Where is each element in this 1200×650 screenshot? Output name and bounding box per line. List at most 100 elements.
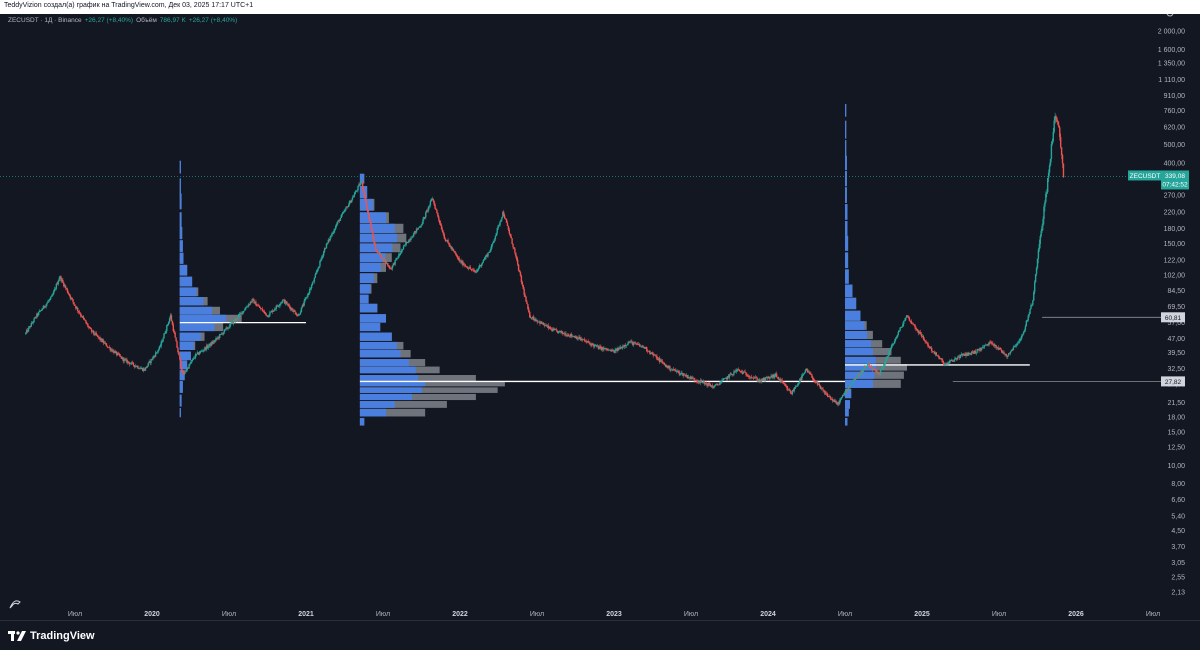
candle-body [27, 327, 30, 332]
candle-body [633, 342, 636, 344]
candle-body [959, 354, 962, 359]
price-level-value: 27,82 [1165, 379, 1182, 386]
volume-profile-row-blue [359, 332, 392, 341]
candle-body [969, 353, 971, 355]
candle-body [878, 373, 880, 375]
candle-body [726, 376, 729, 380]
volume-profile-row-blue [179, 408, 181, 418]
candle-body [658, 358, 661, 363]
candle-body [355, 190, 357, 192]
candle-body [147, 362, 149, 366]
candle-body [890, 348, 892, 351]
candle-body [789, 390, 792, 394]
candle-body [389, 268, 392, 270]
time-axis-year: 2021 [298, 611, 314, 618]
replay-icon[interactable] [9, 600, 21, 609]
candle-body [875, 370, 877, 373]
candle-body [448, 242, 450, 245]
price-level-tag[interactable] [1161, 376, 1185, 387]
candle-body [972, 352, 975, 354]
candle-body [210, 342, 213, 346]
candle-body [471, 269, 473, 271]
candle-body [713, 385, 716, 387]
candle-body [136, 366, 138, 367]
price-axis-tick: 2,55 [1171, 575, 1185, 582]
volume-profile-row-blue [359, 366, 416, 374]
volume-profile-row-blue [359, 273, 374, 284]
volume-profile-row-blue [845, 348, 873, 356]
candle-body [86, 323, 88, 325]
candle-body [1038, 244, 1041, 250]
candle-body [309, 288, 311, 294]
volume-profile-row-blue [179, 370, 185, 381]
candle-body [841, 394, 844, 398]
candle-body [944, 363, 947, 365]
tradingview-brand[interactable]: TradingView [8, 630, 95, 642]
candle-body [732, 374, 734, 375]
candle-body [629, 342, 631, 344]
candle-body [832, 400, 834, 401]
candle-body [579, 336, 581, 340]
candle-body [29, 326, 32, 328]
candle-body [493, 239, 496, 241]
candle-body [749, 376, 751, 378]
candle-body [681, 372, 683, 374]
candle-body [1052, 131, 1054, 142]
candle-body [207, 345, 210, 348]
candle-body [952, 361, 954, 362]
volume-profile-row-blue [359, 387, 422, 393]
candle-body [699, 380, 702, 383]
candle-body [814, 380, 816, 382]
candle-body [688, 376, 691, 378]
legend-symbol[interactable]: ZECUSDT · 1Д · Binance [8, 17, 82, 24]
last-price-symbol-tag[interactable] [1128, 170, 1162, 181]
price-level-tag[interactable] [1161, 312, 1185, 323]
candle-body [667, 365, 669, 369]
candle-body [324, 248, 327, 250]
last-price-value-tag[interactable] [1161, 170, 1189, 190]
candle-body [256, 305, 258, 307]
candle-body [911, 323, 913, 325]
candle-body [35, 317, 37, 318]
chart-area[interactable]: 2 000,00 1 600,00 1 350,00 1 110,00 910,00 76… [0, 14, 1200, 620]
candle-body [349, 200, 352, 203]
candle-body [554, 329, 556, 331]
price-axis-tick: 220,00 [1164, 209, 1186, 216]
candle-body [945, 363, 948, 365]
candle-body [951, 359, 953, 362]
candle-body [680, 372, 682, 375]
candle-body [426, 210, 429, 212]
candle-body [182, 372, 185, 375]
candle-body [268, 315, 270, 317]
candle-body [685, 375, 688, 377]
candle-body [424, 217, 426, 218]
volume-profile-row-blue [359, 341, 397, 350]
candle-body [800, 378, 802, 381]
candle-body [902, 323, 904, 327]
volume-profile-row-blue [845, 252, 849, 269]
candle-body [251, 298, 253, 302]
candle-body [719, 382, 721, 385]
volume-profile-row-blue [359, 401, 395, 408]
candle-body [894, 338, 897, 342]
candle-body [433, 201, 435, 205]
candle-body [741, 371, 744, 374]
candle-body [485, 255, 487, 258]
candle-body [202, 350, 204, 352]
candle-body [961, 354, 963, 356]
time-axis-month: Июл [838, 611, 852, 618]
price-chart-svg[interactable]: 2 000,00 1 600,00 1 350,00 1 110,00 910,00 76… [0, 14, 1200, 620]
symbol-legend[interactable]: ZECUSDT · 1Д · Binance +26,27 (+8,40%) О… [8, 17, 237, 24]
candle-body [922, 335, 925, 339]
candle-body [219, 334, 221, 338]
candle-body [830, 398, 833, 400]
candle-body [708, 383, 710, 385]
candle-body [679, 374, 681, 375]
candle-body [59, 276, 61, 279]
settings-icon[interactable] [1166, 14, 1174, 17]
candle-body [608, 349, 611, 351]
candle-body [135, 365, 137, 367]
candle-body [108, 347, 110, 348]
candle-body [988, 341, 990, 345]
candle-body [204, 347, 206, 350]
